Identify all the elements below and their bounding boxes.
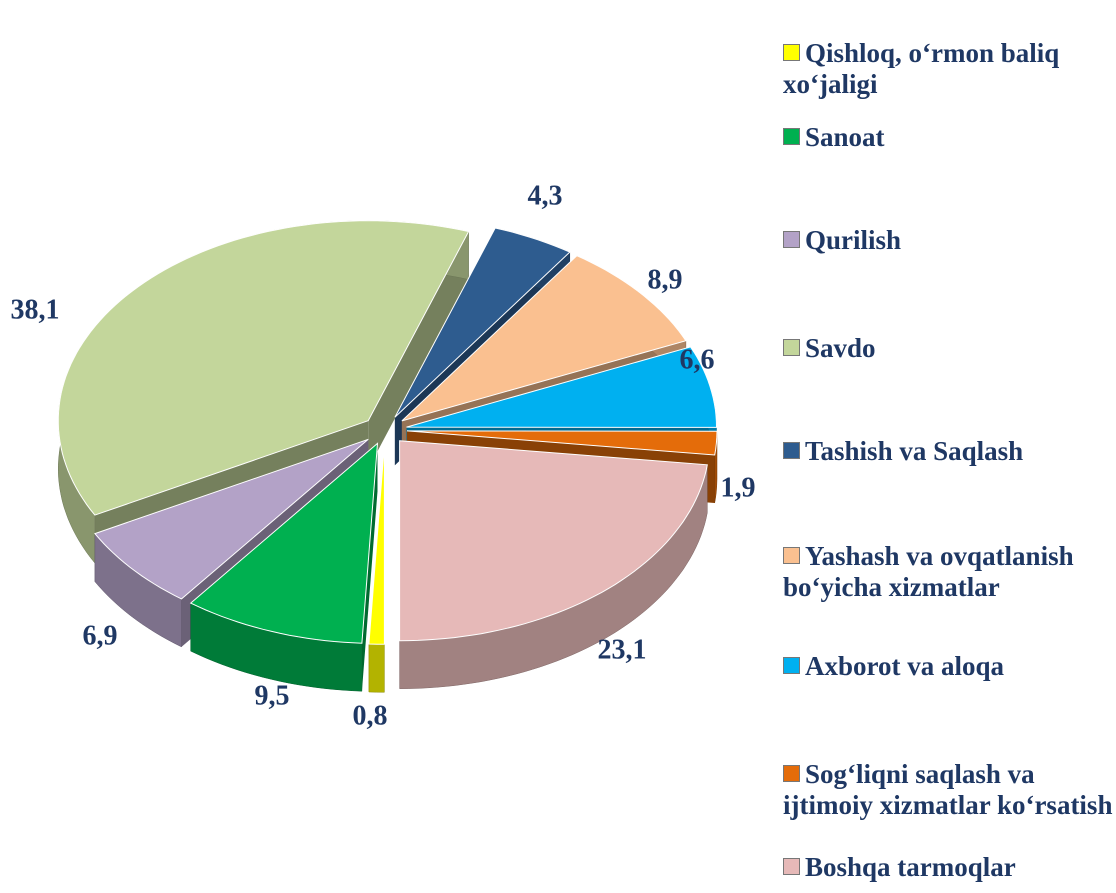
data-label: 4,3 bbox=[528, 180, 563, 211]
slice-wall bbox=[368, 643, 385, 693]
data-label: 6,6 bbox=[680, 344, 715, 375]
data-label: 8,9 bbox=[648, 264, 683, 295]
data-label: 6,9 bbox=[83, 620, 118, 651]
legend-label: Tashish va Saqlash bbox=[805, 436, 1024, 466]
legend-item: Tashish va Saqlash bbox=[783, 436, 1113, 467]
legend-label: Qurilish bbox=[805, 225, 902, 255]
legend-item: Qurilish bbox=[783, 225, 1113, 256]
slice bbox=[57, 220, 470, 516]
data-label: 1,9 bbox=[721, 472, 756, 503]
slice bbox=[189, 442, 379, 644]
slice bbox=[399, 440, 708, 642]
slice-side bbox=[368, 231, 469, 469]
legend-swatch bbox=[783, 339, 800, 356]
legend-swatch bbox=[783, 128, 800, 145]
pie-tops bbox=[57, 220, 718, 645]
slice bbox=[94, 438, 369, 600]
legend-label: Boshqa tarmoqlar bbox=[805, 852, 1016, 882]
slice bbox=[406, 430, 718, 456]
legend-item: Sog‘liqni saqlash va ijtimoiy xizmatlar … bbox=[783, 759, 1113, 821]
legend-item: Boshqa tarmoqlar bbox=[783, 852, 1113, 883]
legend-label: Sog‘liqni saqlash va ijtimoiy xizmatlar … bbox=[783, 759, 1113, 820]
legend-label: Savdo bbox=[805, 333, 876, 363]
legend-swatch bbox=[783, 765, 800, 782]
slice bbox=[368, 444, 385, 645]
legend-label: Qishloq, o‘rmon baliq xo‘jaligi bbox=[783, 38, 1060, 99]
slice bbox=[394, 227, 571, 418]
legend-item: Axborot va aloqa bbox=[783, 651, 1113, 682]
data-label: 9,5 bbox=[255, 680, 290, 711]
data-label: 38,1 bbox=[11, 294, 60, 325]
data-label: 23,1 bbox=[598, 634, 647, 665]
slice bbox=[401, 255, 687, 422]
legend-item: Qishloq, o‘rmon baliq xo‘jaligi bbox=[783, 38, 1113, 100]
legend-swatch bbox=[783, 44, 800, 61]
legend-label: Yashash va ovqatlanish bo‘yicha xizmatla… bbox=[783, 541, 1074, 602]
legend-item: Sanoat bbox=[783, 122, 1113, 153]
legend-item: Savdo bbox=[783, 333, 1113, 364]
data-label: 0,8 bbox=[353, 700, 388, 731]
chart: 0,8 9,5 6,9 38,1 4,3 8,9 6,6 1,9 23,1 bbox=[11, 180, 756, 731]
legend-swatch bbox=[783, 231, 800, 248]
legend-label: Axborot va aloqa bbox=[805, 651, 1005, 681]
legend-swatch bbox=[783, 657, 800, 674]
slice-side bbox=[361, 443, 378, 692]
legend-swatch bbox=[783, 858, 800, 875]
slice bbox=[406, 346, 718, 428]
legend-swatch bbox=[783, 547, 800, 564]
legend-item: Yashash va ovqatlanish bo‘yicha xizmatla… bbox=[783, 541, 1113, 603]
legend-label: Sanoat bbox=[805, 122, 885, 152]
legend-swatch bbox=[783, 442, 800, 459]
